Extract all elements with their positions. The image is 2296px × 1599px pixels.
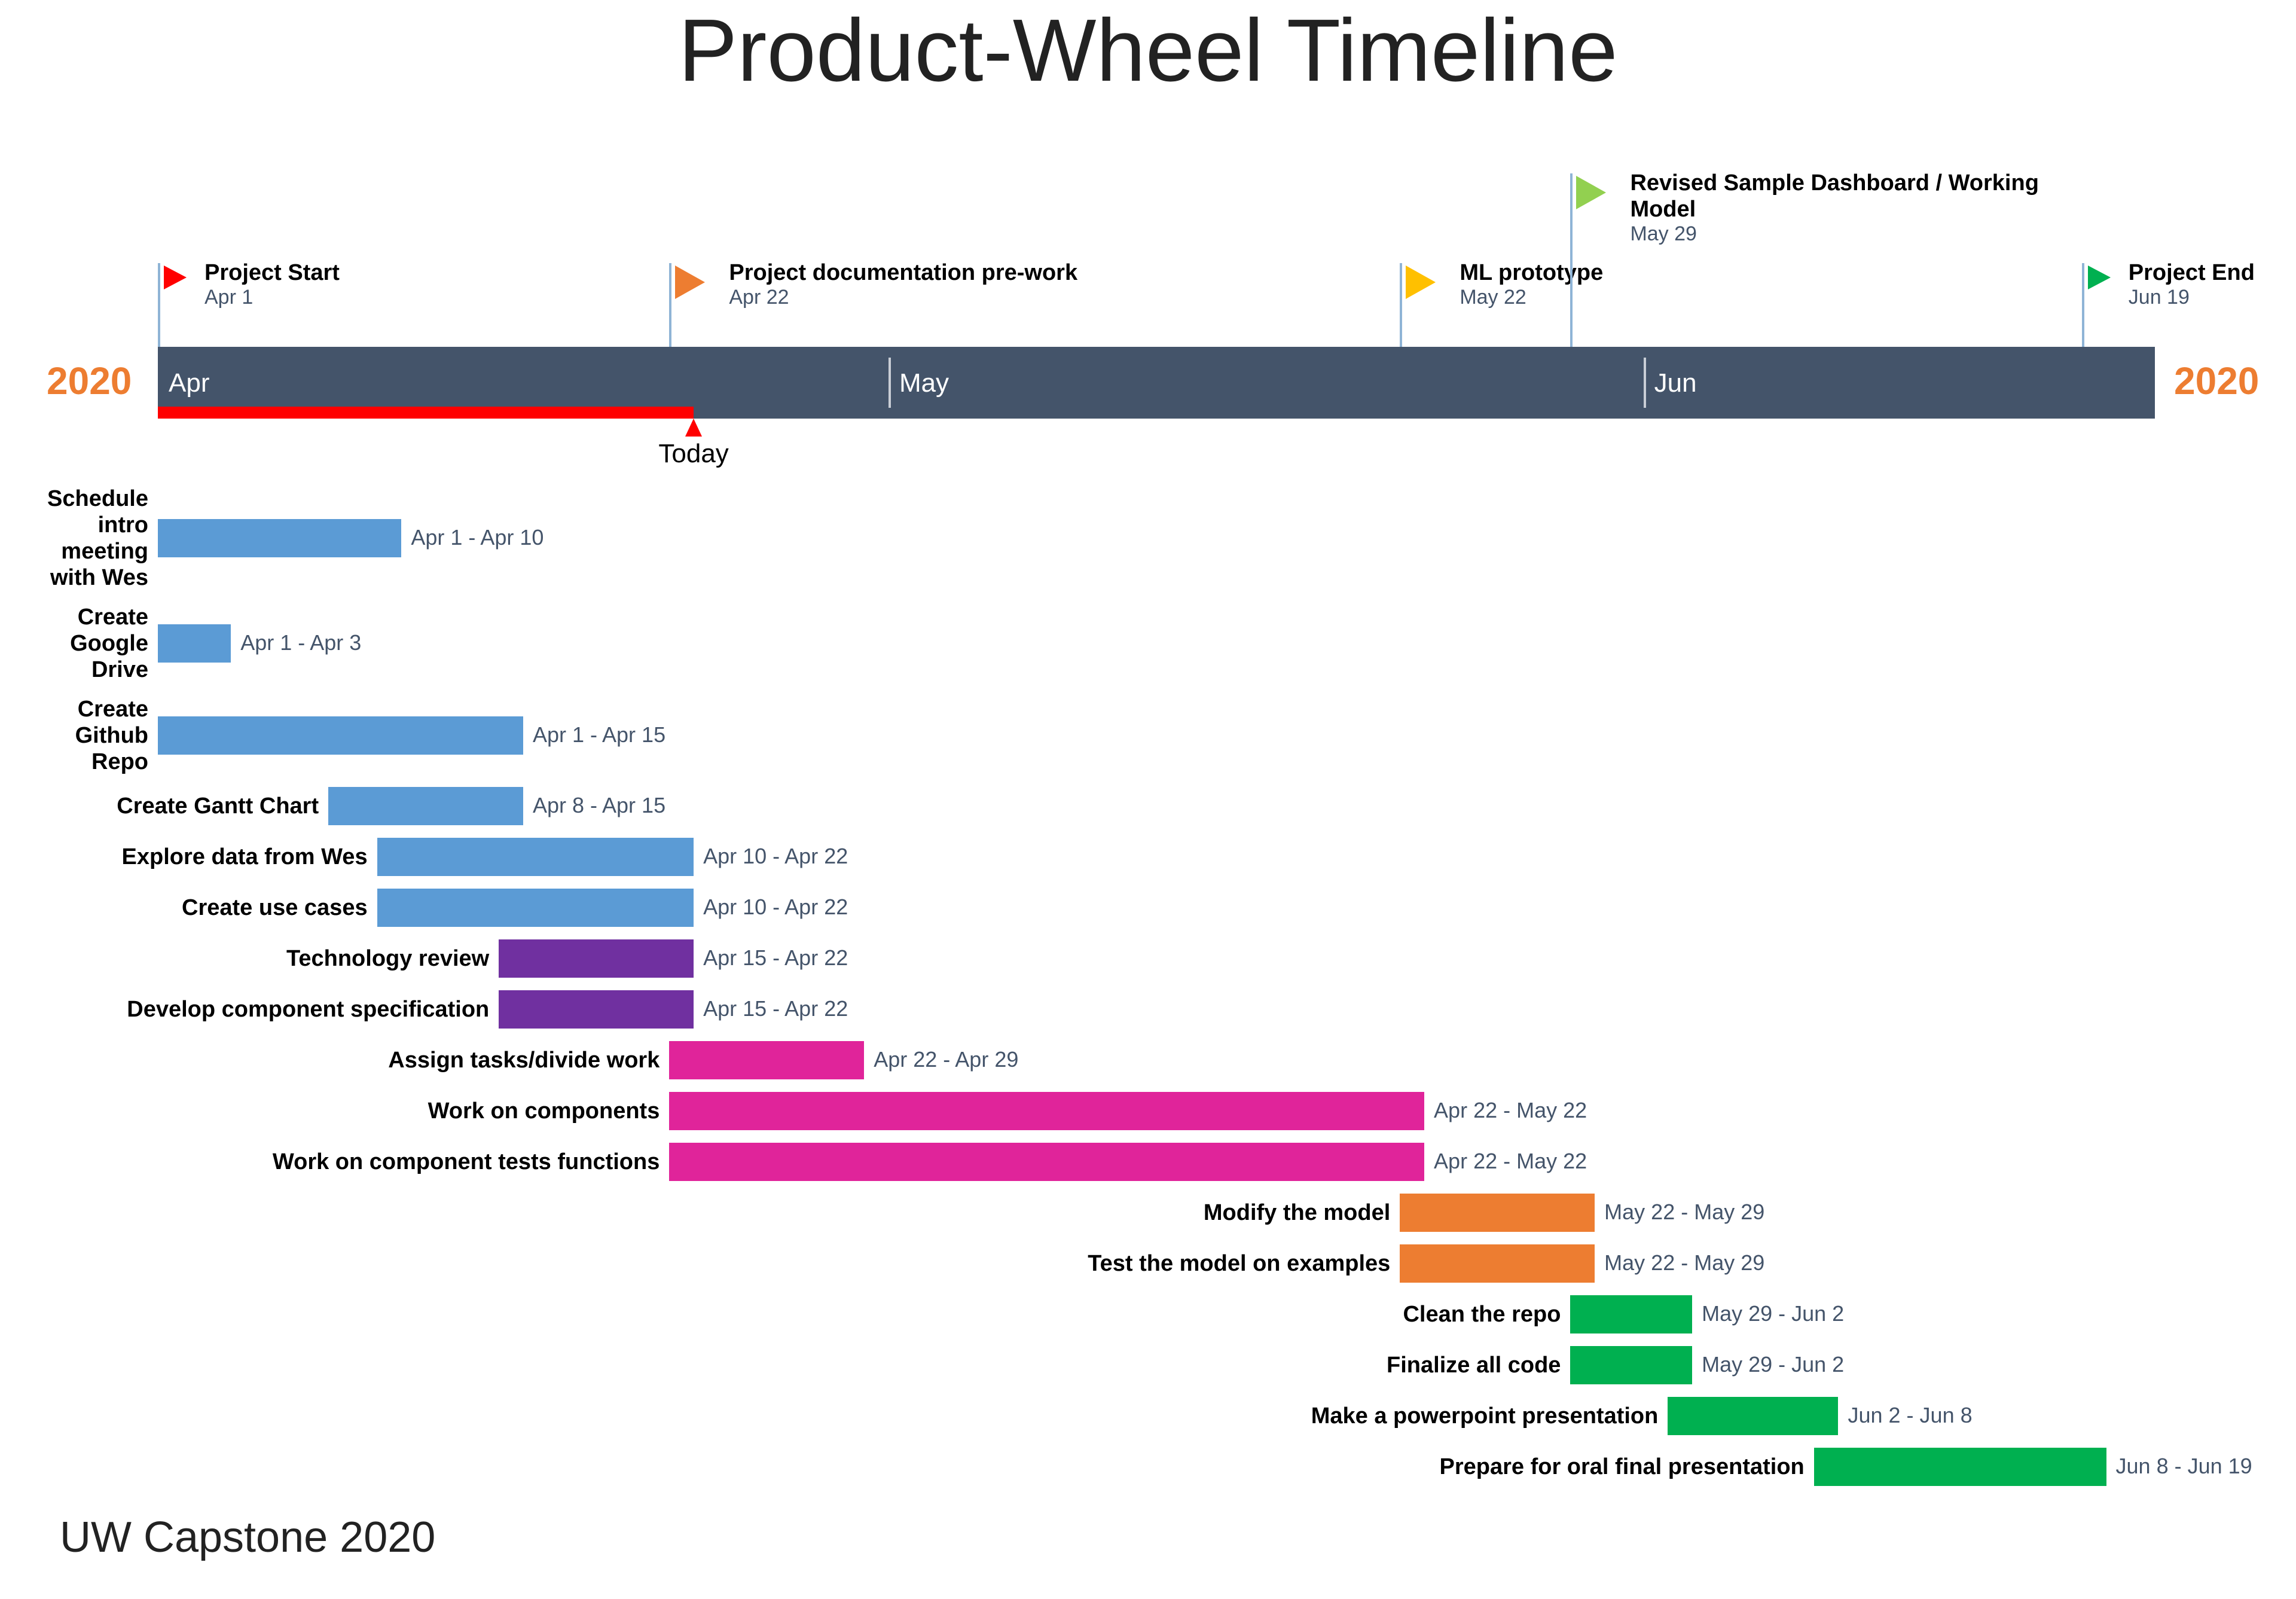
milestone-stem bbox=[2081, 263, 2084, 347]
task-bar bbox=[158, 519, 402, 557]
task-date-label: Apr 10 - Apr 22 bbox=[703, 844, 848, 868]
milestone-date: May 22 bbox=[1460, 286, 1526, 309]
month-tick bbox=[888, 358, 891, 408]
task-bar bbox=[377, 889, 694, 927]
task-bar bbox=[669, 1143, 1425, 1181]
milestone-date: Apr 22 bbox=[729, 286, 789, 309]
task-label: Prepare for oral final presentation bbox=[1439, 1454, 1805, 1479]
task-bar bbox=[328, 787, 523, 825]
task-date-label: May 29 - Jun 2 bbox=[1702, 1301, 1845, 1326]
milestone-stem bbox=[1570, 173, 1573, 347]
task-date-label: Apr 15 - Apr 22 bbox=[703, 996, 848, 1021]
year-label-right: 2020 bbox=[2174, 359, 2260, 402]
milestone-flag-icon bbox=[1576, 176, 1607, 209]
task-bar bbox=[1813, 1448, 2106, 1486]
milestone-flag-icon bbox=[675, 266, 706, 299]
milestone-flag-icon bbox=[164, 266, 187, 289]
task-bar bbox=[669, 1041, 865, 1079]
task-date-label: Apr 10 - Apr 22 bbox=[703, 895, 848, 919]
task-bar bbox=[1400, 1194, 1595, 1232]
task-date-label: Apr 22 - Apr 29 bbox=[874, 1047, 1019, 1072]
milestone-date: May 29 bbox=[1630, 222, 1697, 245]
task-date-label: Apr 22 - May 22 bbox=[1434, 1098, 1587, 1122]
task-label: Create Gantt Chart bbox=[117, 794, 319, 819]
task-bar bbox=[158, 716, 523, 755]
milestone-title: Revised Sample Dashboard / Working Model bbox=[1630, 170, 2039, 222]
task-label: Create use cases bbox=[182, 895, 368, 920]
milestone-stem bbox=[1400, 263, 1403, 347]
task-label: Test the model on examples bbox=[1088, 1251, 1391, 1276]
task-bar bbox=[1668, 1397, 1839, 1435]
milestone-flag-icon bbox=[1406, 266, 1436, 299]
task-label: Create Github Repo bbox=[75, 697, 148, 774]
footer-label: UW Capstone 2020 bbox=[60, 1513, 436, 1561]
task-bar bbox=[1570, 1346, 1693, 1384]
task-bar bbox=[669, 1092, 1425, 1130]
today-label: Today bbox=[658, 439, 729, 468]
month-tick bbox=[1643, 358, 1646, 408]
chart-title: Product-Wheel Timeline bbox=[678, 1, 1618, 100]
task-date-label: Apr 15 - Apr 22 bbox=[703, 945, 848, 970]
task-date-label: Apr 1 - Apr 15 bbox=[532, 722, 666, 747]
task-label: Explore data from Wes bbox=[121, 844, 368, 869]
milestone-title: Project End bbox=[2128, 260, 2255, 285]
month-label: May bbox=[899, 368, 949, 398]
task-label: Modify the model bbox=[1203, 1200, 1391, 1225]
task-label: Assign tasks/divide work bbox=[388, 1048, 660, 1073]
task-bar bbox=[1400, 1244, 1595, 1283]
milestone-date: Apr 1 bbox=[204, 286, 254, 309]
milestone-date: Jun 19 bbox=[2128, 286, 2190, 309]
milestone-title: Project Start bbox=[204, 260, 340, 285]
today-progress-bar bbox=[158, 407, 694, 419]
task-date-label: Apr 1 - Apr 3 bbox=[240, 630, 362, 655]
task-bar bbox=[158, 624, 231, 663]
task-label: Work on component tests functions bbox=[272, 1149, 660, 1174]
task-date-label: Apr 1 - Apr 10 bbox=[411, 525, 544, 550]
task-label: Technology review bbox=[286, 946, 490, 971]
task-bar bbox=[499, 990, 694, 1029]
milestone-stem bbox=[158, 263, 160, 347]
task-label: Finalize all code bbox=[1387, 1353, 1561, 1378]
task-label: Create Google Drive bbox=[70, 605, 148, 682]
today-marker-icon bbox=[685, 419, 703, 437]
task-label: Work on components bbox=[428, 1098, 660, 1124]
year-label-left: 2020 bbox=[47, 359, 132, 402]
task-date-label: Apr 8 - Apr 15 bbox=[532, 793, 666, 817]
task-date-label: May 22 - May 29 bbox=[1604, 1200, 1765, 1224]
task-date-label: Jun 8 - Jun 19 bbox=[2115, 1454, 2252, 1478]
milestone-flag-icon bbox=[2087, 266, 2111, 289]
task-bar bbox=[377, 838, 694, 876]
task-label: Develop component specification bbox=[127, 997, 490, 1022]
task-label: Clean the repo bbox=[1403, 1302, 1561, 1327]
month-label: Jun bbox=[1654, 368, 1697, 398]
milestone-title: Project documentation pre-work bbox=[729, 260, 1078, 285]
milestone-title: ML prototype bbox=[1460, 260, 1604, 285]
task-date-label: May 22 - May 29 bbox=[1604, 1250, 1765, 1275]
task-date-label: Jun 2 - Jun 8 bbox=[1848, 1403, 1973, 1427]
task-bar bbox=[1570, 1295, 1693, 1333]
task-label: Schedule intro meeting with Wes bbox=[47, 486, 148, 590]
task-date-label: Apr 22 - May 22 bbox=[1434, 1149, 1587, 1173]
task-label: Make a powerpoint presentation bbox=[1311, 1403, 1659, 1429]
month-label: Apr bbox=[169, 368, 210, 398]
task-bar bbox=[499, 939, 694, 978]
task-date-label: May 29 - Jun 2 bbox=[1702, 1352, 1845, 1377]
milestone-stem bbox=[669, 263, 672, 347]
